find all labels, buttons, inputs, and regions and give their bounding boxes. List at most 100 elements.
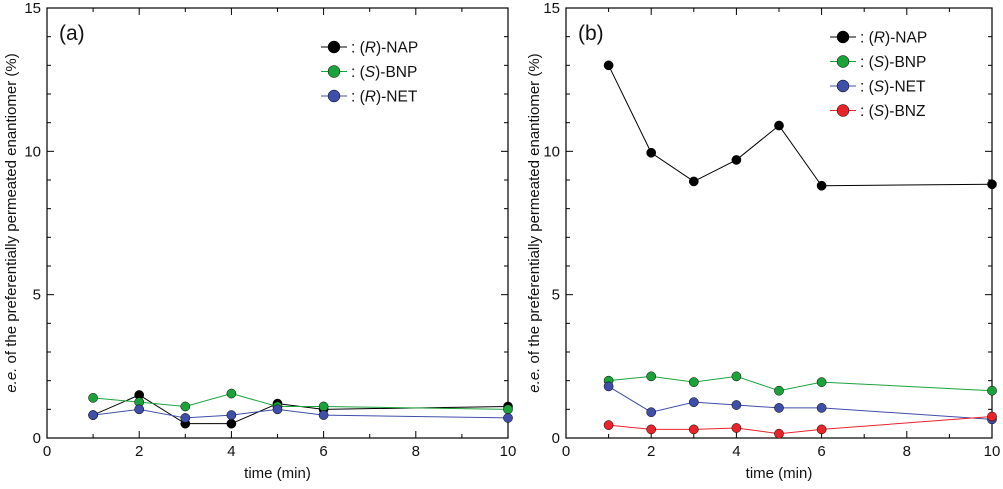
data-point	[774, 120, 784, 131]
legend-suffix: )-BNP	[884, 54, 926, 71]
legend-suffix: )-BNP	[375, 64, 417, 81]
data-point	[180, 413, 191, 423]
y-tick-label: 15	[543, 0, 560, 17]
legend-config: S	[365, 64, 376, 81]
data-point	[816, 377, 827, 387]
legend-marker	[327, 89, 341, 103]
data-point	[688, 377, 699, 387]
legend-entry: : (S)-BNZ	[860, 103, 925, 120]
y-tick-label: 10	[543, 143, 560, 160]
x-tick-label: 8	[412, 443, 420, 460]
data-point	[688, 424, 699, 435]
y-axis-title-italic: e.e.	[526, 368, 543, 393]
data-point	[603, 381, 614, 392]
data-point	[731, 371, 742, 382]
data-point	[318, 401, 329, 412]
legend-entry: : (R)-NET	[351, 89, 418, 106]
legend-marker	[327, 65, 341, 78]
legend-config: R	[365, 40, 376, 57]
legend-config: S	[874, 79, 885, 96]
y-tick-label: 10	[24, 143, 41, 160]
data-point	[646, 424, 657, 435]
x-tick-label: 4	[227, 443, 235, 460]
chart-panel-b: 0 2 4 6 8 10 0 5 10 15 time (min) e.e. of the prefe…	[526, 0, 1000, 482]
data-point	[88, 410, 98, 420]
legend-config: S	[874, 103, 885, 120]
legend-prefix: : (	[351, 40, 366, 57]
data-point	[503, 404, 513, 415]
data-point	[134, 404, 145, 415]
y-axis-title-rest: of the preferentially permeated enantiom…	[526, 53, 543, 367]
series-line-1	[608, 65, 993, 187]
legend-prefix: : (	[351, 89, 366, 106]
series-line-4	[608, 416, 993, 435]
legend-prefix: : (	[860, 103, 875, 120]
series-line-3	[93, 408, 509, 419]
panel-label: (a)	[59, 22, 85, 45]
legend-entry: : (R)-NAP	[351, 40, 418, 57]
data-point	[774, 385, 784, 396]
x-axis-title: time (min)	[244, 465, 311, 482]
y-axis-title: e.e. of the preferentially permeated ena…	[3, 53, 20, 392]
legend-prefix: : (	[860, 79, 875, 96]
data-point	[987, 179, 997, 190]
x-tick-label: 0	[562, 443, 570, 460]
y-axis-title: e.e. of the preferentially permeated ena…	[526, 53, 543, 392]
data-point	[272, 404, 283, 415]
y-axis-title-rest: of the preferentially permeated enantiom…	[3, 53, 20, 367]
y-tick-label: 15	[24, 0, 41, 17]
legend-suffix: )-NET	[884, 79, 926, 96]
data-point	[987, 411, 997, 422]
data-point	[987, 385, 997, 396]
legend-marker	[836, 30, 850, 44]
series-line-2	[608, 375, 993, 392]
chart-panel-a: 0 2 4 6 8 10 0 5 10 15 time (min) e.e. of the prefe…	[3, 0, 516, 482]
legend-marker	[836, 79, 850, 93]
data-point	[226, 418, 237, 429]
legend-prefix: : (	[351, 64, 366, 81]
legend-suffix: )-NET	[376, 89, 418, 106]
legend-marker	[836, 104, 850, 117]
data-point	[774, 403, 784, 413]
data-point	[688, 176, 699, 187]
x-tick-label: 0	[43, 443, 51, 460]
x-tick-label: 6	[817, 443, 825, 460]
data-point	[731, 423, 742, 433]
legend-suffix: )-BNZ	[884, 103, 925, 120]
data-point	[318, 410, 329, 420]
data-point	[774, 428, 784, 439]
x-tick-label: 10	[984, 443, 1001, 460]
data-point	[816, 403, 827, 413]
data-point	[180, 401, 191, 412]
y-axis-title-italic: e.e.	[3, 368, 20, 393]
data-point	[603, 420, 614, 430]
y-tick-label: 5	[552, 287, 560, 304]
data-point	[88, 393, 98, 403]
x-tick-label: 8	[903, 443, 911, 460]
y-tick-label: 0	[552, 430, 560, 447]
legend-entry: : (R)-NAP	[860, 30, 927, 47]
panel-label: (b)	[578, 22, 604, 45]
series-line-3	[608, 385, 993, 420]
legend-marker	[836, 55, 850, 68]
x-axis-title: time (min)	[746, 465, 813, 482]
data-point	[731, 155, 742, 165]
legend-entry: : (S)-NET	[860, 79, 926, 96]
series-line-1	[92, 394, 509, 425]
data-point	[226, 388, 237, 399]
data-point	[731, 400, 742, 410]
data-point	[646, 371, 657, 382]
y-tick-label: 0	[33, 430, 41, 447]
plot-frame	[565, 7, 993, 439]
x-tick-label: 10	[500, 443, 517, 460]
legend-suffix: )-NAP	[885, 30, 927, 47]
data-point	[603, 60, 614, 71]
legend-entry: : (S)-BNP	[860, 54, 926, 71]
legend-config: R	[365, 89, 376, 106]
x-tick-label: 2	[135, 443, 143, 460]
legend-prefix: : (	[860, 30, 875, 47]
data-point	[816, 424, 827, 435]
data-point	[816, 180, 827, 191]
legend-suffix: )-NAP	[376, 40, 418, 57]
